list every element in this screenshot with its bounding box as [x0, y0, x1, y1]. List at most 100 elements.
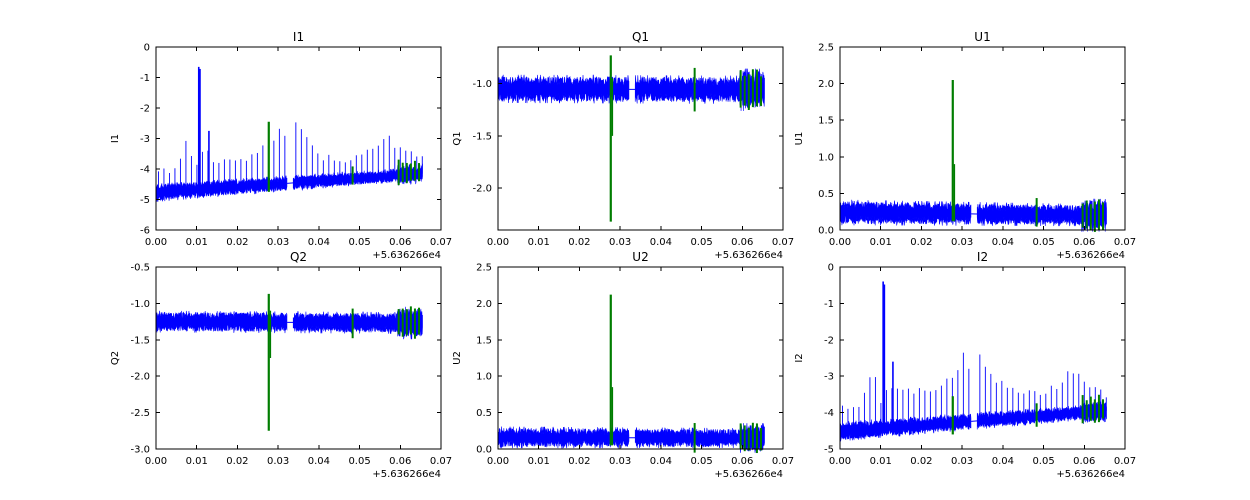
- x-tick-label: 0.01: [528, 237, 550, 248]
- subplot-title: U2: [632, 250, 648, 264]
- x-offset-label: +5.636266e4: [372, 250, 441, 261]
- noise-band: [976, 401, 1107, 430]
- noise-band: [497, 426, 630, 450]
- y-tick-label: -0.5: [130, 263, 150, 274]
- x-tick-label: 0.07: [772, 456, 794, 467]
- x-tick-label: 0.04: [308, 456, 330, 467]
- y-axis-label: Q1: [452, 131, 463, 145]
- noise-band: [839, 199, 972, 226]
- x-tick-label: 0.02: [910, 237, 932, 248]
- subplot-title: U1: [974, 30, 990, 44]
- x-tick-label: 0.06: [389, 456, 411, 467]
- x-tick-label: 0.06: [731, 456, 753, 467]
- y-tick-label: 0.5: [818, 189, 834, 200]
- y-axis-label: U2: [452, 351, 463, 365]
- y-axis-label: Q2: [110, 351, 121, 365]
- x-tick-label: 0.04: [650, 456, 672, 467]
- x-tick-label: 0.03: [609, 237, 631, 248]
- y-tick-label: 0: [828, 263, 834, 274]
- x-offset-label: +5.636266e4: [714, 250, 783, 261]
- x-tick-label: 0.01: [870, 456, 892, 467]
- noise-band: [155, 310, 288, 334]
- subplot-title: Q1: [632, 30, 649, 44]
- y-tick-label: -2.0: [130, 372, 150, 383]
- x-offset-label: +5.636266e4: [1056, 469, 1125, 480]
- y-tick-label: -4: [824, 408, 834, 419]
- x-tick-label: 0.06: [1073, 456, 1095, 467]
- y-tick-label: 1.0: [818, 152, 834, 163]
- noise-band: [292, 163, 423, 192]
- y-tick-label: -6: [140, 226, 150, 237]
- x-tick-label: 0.03: [951, 456, 973, 467]
- y-tick-label: -4: [140, 165, 150, 176]
- y-tick-label: 1.0: [476, 372, 492, 383]
- axes-frame: [839, 46, 1126, 231]
- subplot-U2: 0.00 0.01 0.02 0.03 0.04 0.05 0.06 0.07 0.0 0.5 1.…: [452, 250, 794, 480]
- x-tick-label: 0.07: [1114, 237, 1136, 248]
- axes-frame: [839, 266, 1126, 450]
- x-tick-label: 0.01: [186, 456, 208, 467]
- subplot-Q2: 0.00 0.01 0.02 0.03 0.04 0.05 0.06 0.07 -0.5 -1.0…: [110, 250, 452, 480]
- y-tick-label: -1.5: [472, 131, 492, 142]
- y-tick-label: -1.5: [130, 335, 150, 346]
- subplot-title: I2: [977, 250, 988, 264]
- y-tick-label: -5: [140, 195, 150, 206]
- axes-frame: [497, 266, 784, 450]
- x-tick-label: 0.05: [348, 456, 370, 467]
- x-tick-label: 0.03: [267, 237, 289, 248]
- x-tick-label: 0.02: [226, 456, 248, 467]
- y-tick-label: 2.0: [476, 299, 492, 310]
- x-tick-label: 0.00: [829, 237, 851, 248]
- x-tick-label: 0.05: [1032, 456, 1054, 467]
- x-tick-label: 0.00: [487, 456, 509, 467]
- x-tick-label: 0.00: [487, 237, 509, 248]
- x-offset-label: +5.636266e4: [372, 469, 441, 480]
- y-tick-label: 0: [144, 43, 150, 54]
- x-tick-label: 0.02: [226, 237, 248, 248]
- y-tick-label: 0.5: [476, 408, 492, 419]
- y-tick-label: 0.0: [476, 445, 492, 456]
- axes-frame: [155, 266, 442, 450]
- noise-band: [634, 68, 765, 111]
- x-tick-label: 0.04: [650, 237, 672, 248]
- x-tick-label: 0.00: [829, 456, 851, 467]
- y-tick-label: 2.5: [476, 263, 492, 274]
- y-tick-label: -1: [140, 73, 150, 84]
- y-tick-label: -2: [824, 335, 834, 346]
- y-tick-label: -2.0: [472, 184, 492, 195]
- y-tick-label: 2.0: [818, 79, 834, 90]
- y-axis-label: I1: [110, 134, 121, 143]
- y-tick-label: -3.0: [130, 445, 150, 456]
- x-tick-label: 0.01: [186, 237, 208, 248]
- x-tick-label: 0.00: [145, 237, 167, 248]
- x-tick-label: 0.03: [267, 456, 289, 467]
- axes-frame: [497, 46, 784, 231]
- y-tick-label: -1.0: [472, 79, 492, 90]
- x-tick-label: 0.05: [690, 237, 712, 248]
- y-tick-label: -2: [140, 104, 150, 115]
- y-tick-label: -5: [824, 445, 834, 456]
- y-axis-label: U1: [794, 132, 805, 146]
- x-tick-label: 0.02: [910, 456, 932, 467]
- y-tick-label: -1: [824, 299, 834, 310]
- subplot-I1: 0.00 0.01 0.02 0.03 0.04 0.05 0.06 0.07 0 -1 -2 -3 -…: [110, 30, 452, 261]
- noise-band: [976, 198, 1107, 232]
- y-tick-label: 2.5: [818, 43, 834, 54]
- y-tick-label: 0.0: [818, 226, 834, 237]
- x-tick-label: 0.03: [609, 456, 631, 467]
- y-tick-label: -3: [824, 372, 834, 383]
- x-tick-label: 0.05: [1032, 237, 1054, 248]
- noise-band: [634, 423, 765, 453]
- y-tick-label: -3: [140, 134, 150, 145]
- x-tick-label: 0.04: [308, 237, 330, 248]
- x-tick-label: 0.07: [430, 237, 452, 248]
- y-tick-label: -1.0: [130, 299, 150, 310]
- x-tick-label: 0.04: [992, 237, 1014, 248]
- x-tick-label: 0.06: [389, 237, 411, 248]
- x-tick-label: 0.00: [145, 456, 167, 467]
- x-tick-label: 0.06: [1073, 237, 1095, 248]
- x-tick-label: 0.07: [430, 456, 452, 467]
- x-tick-label: 0.01: [528, 456, 550, 467]
